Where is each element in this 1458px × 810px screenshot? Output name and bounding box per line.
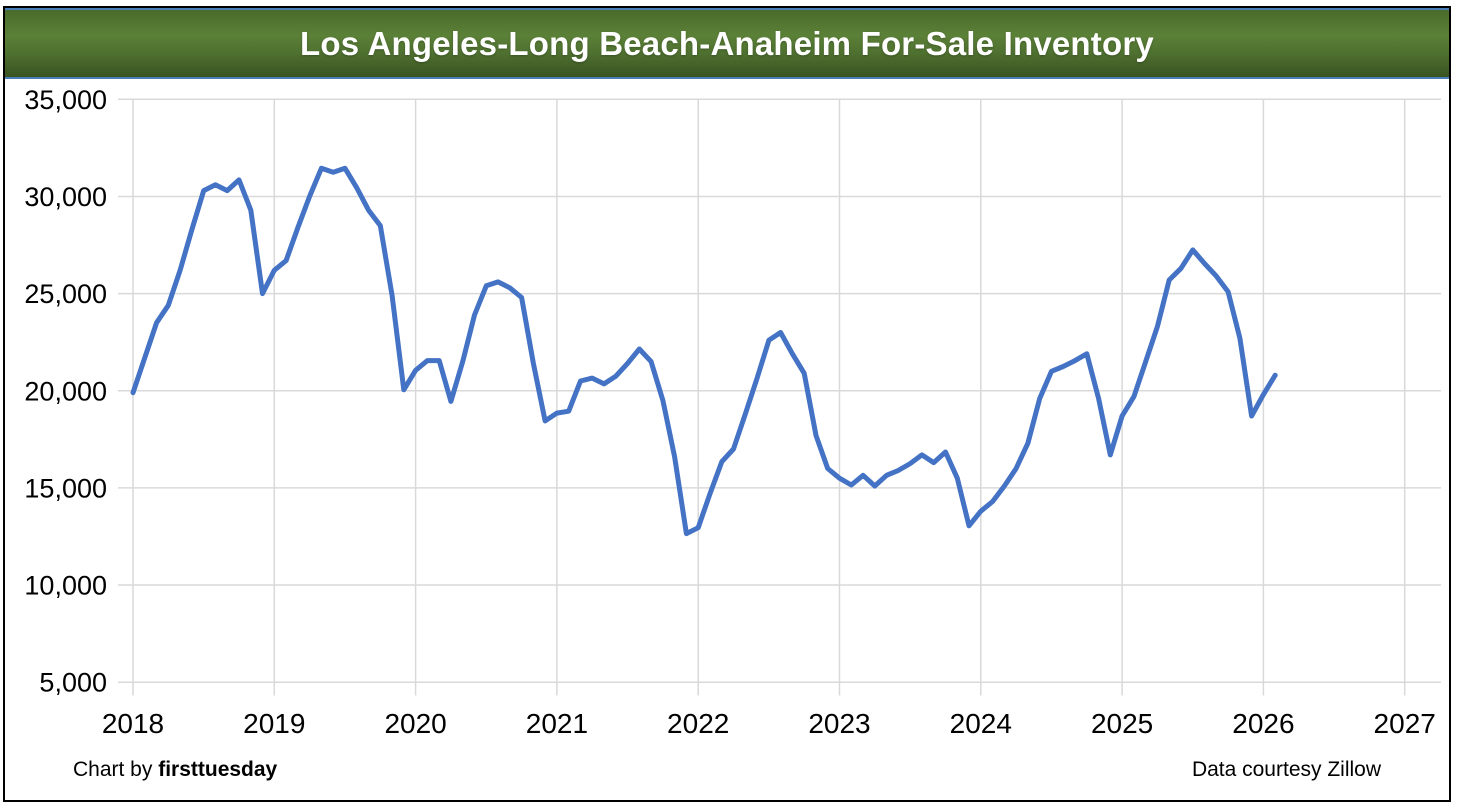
x-tick-label: 2023 [808,708,870,739]
x-tick-label: 2022 [667,708,729,739]
y-tick-label: 10,000 [24,571,107,601]
y-tick-label: 25,000 [24,279,107,309]
credit-left-prefix: Chart by [73,758,159,781]
x-axis-labels: 2018 2019 2020 2021 2022 2023 2024 2025 2026 2027 [102,708,1436,739]
x-tick-label: 2027 [1374,708,1436,739]
credit-left-brand: firsttuesday [158,758,278,781]
y-tick-label: 20,000 [24,376,107,406]
x-tick-label: 2020 [384,708,446,739]
credit-left: Chart by firsttuesday [73,758,277,782]
y-axis-labels: 35,000 30,000 25,000 20,000 15,000 10,000 5,00… [24,85,107,698]
gridlines [118,98,1441,696]
x-tick-label: 2024 [950,708,1012,739]
inventory-line [130,165,1278,537]
chart-frame: Los Angeles-Long Beach-Anaheim For-Sale … [3,6,1451,802]
x-tick-label: 2025 [1091,708,1153,739]
x-tick-label: 2021 [526,708,588,739]
x-tick-label: 2019 [243,708,305,739]
y-tick-label: 35,000 [24,85,107,115]
y-tick-label: 15,000 [24,473,107,503]
title-banner: Los Angeles-Long Beach-Anaheim For-Sale … [5,8,1449,79]
chart-title: Los Angeles-Long Beach-Anaheim For-Sale … [300,24,1154,62]
y-tick-label: 30,000 [24,182,107,212]
x-tick-label: 2026 [1232,708,1294,739]
credit-right: Data courtesy Zillow [1191,758,1381,781]
y-tick-label: 5,000 [39,668,107,698]
x-tick-label: 2018 [102,708,164,739]
